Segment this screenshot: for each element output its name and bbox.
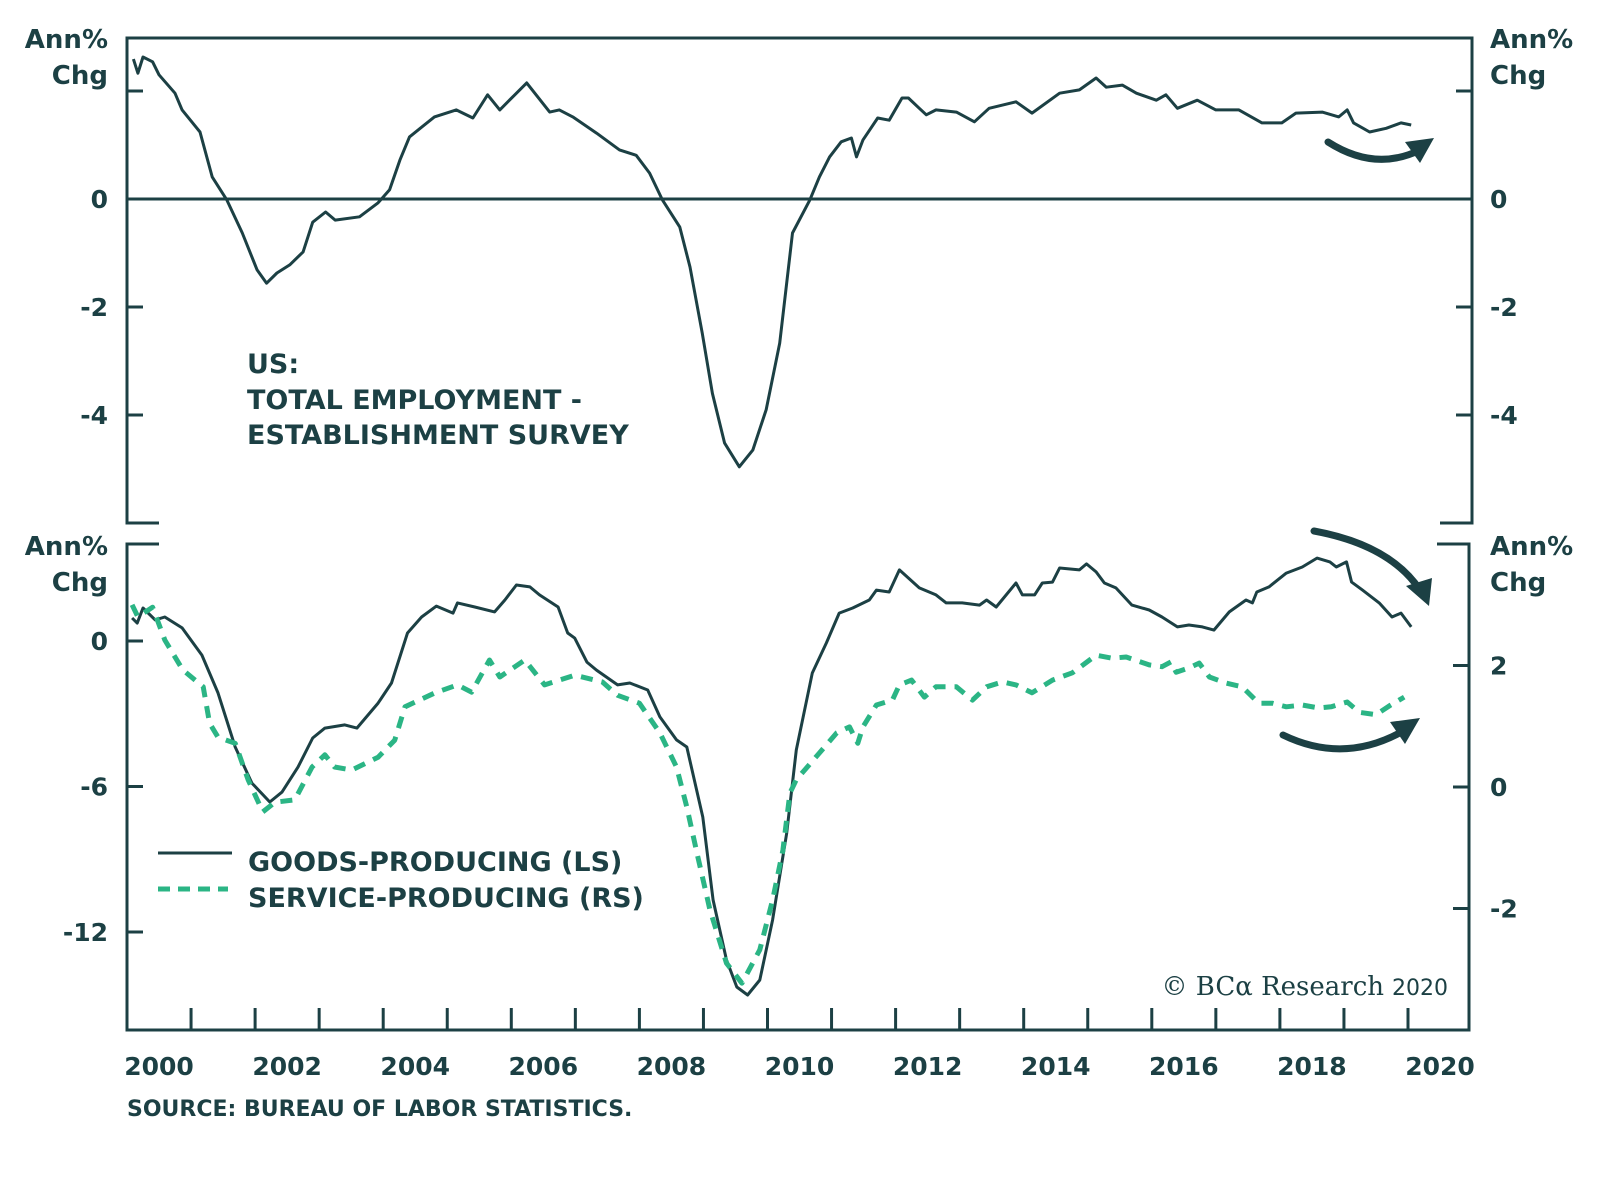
top-left-unit-line2: Chg — [52, 61, 108, 91]
top-right-tick-label: -2 — [1490, 293, 1518, 322]
top-right-unit-line1: Ann% — [1490, 25, 1573, 55]
bottom-y-ticks: 0 -6 -12 2 0 -2 — [63, 627, 1518, 947]
top-left-tick-label: -4 — [80, 401, 108, 430]
credit-text: © BCα Research — [1162, 972, 1385, 1002]
bottom-right-unit-line1: Ann% — [1490, 532, 1573, 562]
top-panel: 0 0 -2 -2 -4 -4 Ann% Chg Ann% Chg US: TOTAL E… — [25, 25, 1573, 525]
top-panel-frame — [125, 36, 159, 525]
x-tick-label: 2002 — [252, 1052, 322, 1081]
top-y-ticks: 0 0 -2 -2 -4 -4 — [80, 89, 1518, 430]
bottom-right-tick-label: -2 — [1490, 895, 1518, 924]
source-note: SOURCE: BUREAU OF LABOR STATISTICS. — [127, 1097, 632, 1122]
total-employment-line — [131, 55, 1412, 469]
x-axis-ticks — [189, 1008, 1410, 1030]
goods-producing-line — [131, 556, 1413, 997]
x-tick-label: 2018 — [1277, 1052, 1347, 1081]
goods-decline-arrow-icon — [1310, 527, 1432, 606]
x-tick-label: 2008 — [637, 1052, 707, 1081]
x-tick-label: 2020 — [1405, 1052, 1475, 1081]
x-tick-label: 2012 — [893, 1052, 963, 1081]
bottom-right-unit-line2: Chg — [1490, 568, 1546, 598]
bottom-left-unit-line2: Chg — [52, 568, 108, 598]
bottom-panel: 0 -6 -12 2 0 -2 Ann% Chg Ann% Chg GOODS-PRODU… — [25, 527, 1573, 1032]
x-tick-label: 2006 — [509, 1052, 579, 1081]
credit: © BCα Research 2020 — [1162, 972, 1449, 1002]
services-recovery-arrow-icon — [1279, 718, 1420, 753]
top-left-tick-label: 0 — [91, 185, 108, 214]
top-left-unit-line1: Ann% — [25, 25, 108, 55]
chart-title-line2: TOTAL EMPLOYMENT - — [247, 385, 582, 416]
top-right-tick-label: -4 — [1490, 401, 1518, 430]
bottom-left-tick-label: -12 — [63, 918, 108, 947]
legend-goods-label: GOODS-PRODUCING (LS) — [248, 847, 622, 878]
top-left-tick-label: -2 — [80, 293, 108, 322]
x-axis-labels: 2000 2002 2004 2006 2008 2010 2012 2014 2016 2018… — [124, 1052, 1475, 1081]
credit-year: 2020 — [1392, 976, 1448, 1001]
x-tick-label: 2014 — [1021, 1052, 1091, 1081]
x-tick-label: 2016 — [1149, 1052, 1219, 1081]
chart-title-line3: ESTABLISHMENT SURVEY — [247, 420, 629, 451]
top-right-unit-line2: Chg — [1490, 61, 1546, 91]
service-producing-line — [129, 603, 1406, 986]
bottom-series — [129, 556, 1413, 997]
x-tick-label: 2000 — [124, 1052, 194, 1081]
top-right-tick-label: 0 — [1490, 185, 1507, 214]
bottom-panel-frame — [125, 542, 1471, 1032]
legend-service-label: SERVICE-PRODUCING (RS) — [248, 883, 644, 914]
bottom-left-unit-line1: Ann% — [25, 532, 108, 562]
bottom-left-tick-label: -6 — [80, 773, 108, 802]
bottom-right-tick-label: 0 — [1490, 773, 1507, 802]
chart-title-line1: US: — [247, 349, 299, 380]
bottom-left-tick-label: 0 — [91, 627, 108, 656]
bottom-right-tick-label: 2 — [1490, 652, 1507, 681]
recovery-arrow-icon — [1324, 138, 1434, 163]
top-panel-frame-top — [127, 36, 1474, 525]
x-tick-label: 2004 — [380, 1052, 450, 1081]
legend: GOODS-PRODUCING (LS) SERVICE-PRODUCING (… — [158, 847, 644, 914]
top-series — [131, 55, 1412, 469]
x-tick-label: 2010 — [765, 1052, 835, 1081]
